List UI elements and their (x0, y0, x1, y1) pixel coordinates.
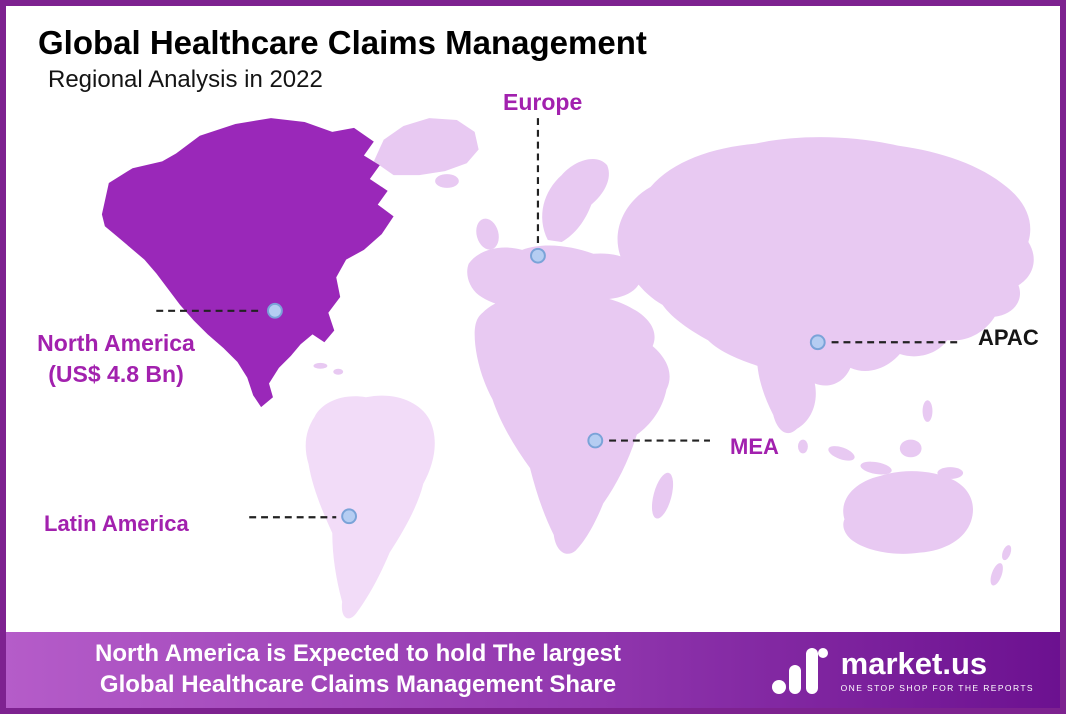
continent-south-america (305, 395, 435, 619)
continent-europe (467, 245, 641, 308)
continents (101, 118, 1034, 619)
marker-latin-america (341, 508, 358, 525)
continent-australia (843, 471, 973, 554)
island-cuba (313, 362, 328, 369)
logo-tagline: ONE STOP SHOP FOR THE REPORTS (840, 682, 1034, 693)
region-label-mea: MEA (730, 434, 779, 459)
region-label-europe: Europe (503, 89, 583, 115)
island-new-guinea (937, 467, 964, 479)
marker-mea (587, 432, 604, 449)
island-sri-lanka (797, 439, 808, 454)
markers (267, 247, 826, 525)
island-philippines (922, 400, 933, 422)
marker-europe (530, 247, 546, 264)
page-subtitle: Regional Analysis in 2022 (48, 66, 323, 93)
continent-africa (474, 294, 670, 554)
world-map (101, 118, 1034, 619)
bottom-banner: North America is Expected to hold The la… (6, 632, 1060, 708)
region-label-apac: APAC (978, 325, 1039, 350)
banner-line2: Global Healthcare Claims Management Shar… (99, 671, 617, 698)
island-japan-north (988, 266, 1001, 283)
market-us-logo-icon (771, 648, 828, 694)
banner-line1: North America is Expected to hold The la… (95, 640, 621, 668)
island-hispaniola (333, 368, 344, 375)
banner-text: North America is Expected to hold The la… (22, 639, 694, 700)
continent-asia (617, 137, 1034, 434)
leader-lines (156, 118, 958, 519)
island-new-zealand-south (990, 563, 1003, 586)
marker-apac (809, 334, 826, 351)
island-uk (476, 218, 499, 250)
island-java (860, 461, 892, 475)
island-japan-main (976, 288, 993, 314)
marker-north-america (267, 302, 283, 319)
region-label-north-america: North America (US$ 4.8 Bn) (14, 328, 218, 390)
logo-brand-text: market.us (840, 645, 988, 681)
page-title: Global Healthcare Claims Management (38, 24, 647, 61)
market-us-logo: market.us ONE STOP SHOP FOR THE REPORTS (771, 632, 1034, 708)
island-borneo (899, 439, 922, 458)
continent-greenland (373, 118, 479, 176)
island-new-zealand-north (1002, 545, 1012, 561)
island-sumatra (828, 446, 855, 461)
north-america-label-text: North America (37, 330, 195, 356)
region-label-latin-america: Latin America (44, 511, 189, 536)
continent-north-america (101, 118, 394, 408)
north-america-value: (US$ 4.8 Bn) (48, 361, 184, 388)
island-iceland (435, 174, 459, 188)
logo-text-block: market.us ONE STOP SHOP FOR THE REPORTS (841, 648, 1034, 693)
region-scandinavia (542, 159, 609, 242)
island-madagascar (651, 472, 674, 519)
